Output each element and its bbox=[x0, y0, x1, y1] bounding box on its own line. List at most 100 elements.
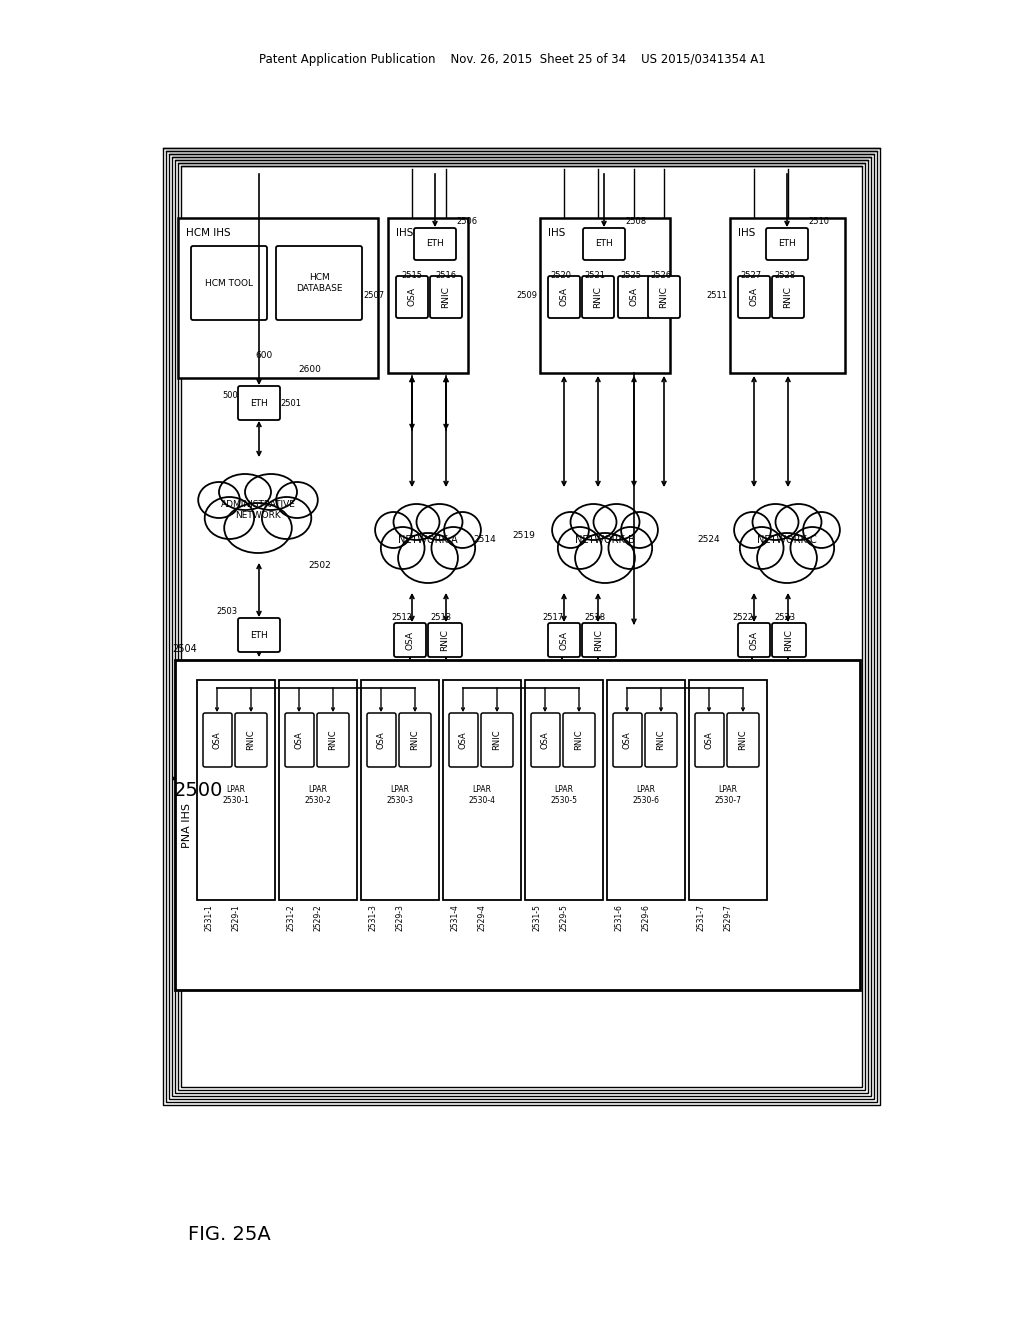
Text: 2511: 2511 bbox=[706, 290, 727, 300]
Text: OSA: OSA bbox=[541, 731, 550, 748]
FancyBboxPatch shape bbox=[738, 276, 770, 318]
Text: 2518: 2518 bbox=[584, 614, 605, 623]
Text: OSA: OSA bbox=[295, 731, 303, 748]
Text: RNIC: RNIC bbox=[784, 630, 794, 651]
Text: 2529-4: 2529-4 bbox=[477, 904, 486, 932]
Text: ETH: ETH bbox=[250, 399, 268, 408]
FancyBboxPatch shape bbox=[772, 623, 806, 657]
FancyBboxPatch shape bbox=[430, 276, 462, 318]
Text: LPAR
2530-7: LPAR 2530-7 bbox=[715, 785, 741, 805]
FancyBboxPatch shape bbox=[548, 623, 580, 657]
Text: 2503: 2503 bbox=[217, 607, 238, 616]
Bar bbox=[607, 680, 685, 900]
Ellipse shape bbox=[757, 533, 817, 583]
FancyBboxPatch shape bbox=[583, 228, 625, 260]
Text: 2531-1: 2531-1 bbox=[205, 904, 213, 932]
Text: LPAR
2530-3: LPAR 2530-3 bbox=[386, 785, 414, 805]
Text: 2531-2: 2531-2 bbox=[287, 904, 296, 932]
FancyBboxPatch shape bbox=[531, 713, 560, 767]
Ellipse shape bbox=[575, 533, 635, 583]
Text: LPAR
2530-6: LPAR 2530-6 bbox=[633, 785, 659, 805]
Text: RNIC: RNIC bbox=[738, 730, 748, 750]
Text: 2525: 2525 bbox=[620, 272, 641, 281]
Text: 2500: 2500 bbox=[174, 780, 223, 800]
Text: 2531-4: 2531-4 bbox=[451, 904, 460, 932]
Text: 2501: 2501 bbox=[280, 399, 301, 408]
Text: RNIC: RNIC bbox=[329, 730, 338, 750]
Text: ETH: ETH bbox=[778, 239, 796, 248]
Ellipse shape bbox=[205, 498, 254, 539]
Ellipse shape bbox=[417, 504, 463, 540]
Text: ETH: ETH bbox=[250, 631, 268, 639]
Ellipse shape bbox=[570, 504, 616, 540]
FancyBboxPatch shape bbox=[481, 713, 513, 767]
Bar bbox=[361, 680, 439, 900]
Bar bbox=[525, 680, 603, 900]
Text: 2502: 2502 bbox=[308, 561, 331, 569]
Text: RNIC: RNIC bbox=[441, 286, 451, 308]
Text: RNIC: RNIC bbox=[493, 730, 502, 750]
Ellipse shape bbox=[245, 474, 297, 510]
Text: RNIC: RNIC bbox=[659, 286, 669, 308]
FancyBboxPatch shape bbox=[234, 713, 267, 767]
Ellipse shape bbox=[622, 512, 657, 548]
Text: RNIC: RNIC bbox=[783, 286, 793, 308]
Ellipse shape bbox=[399, 523, 457, 557]
FancyBboxPatch shape bbox=[548, 276, 580, 318]
Ellipse shape bbox=[753, 504, 799, 540]
Bar bbox=[689, 680, 767, 900]
FancyBboxPatch shape bbox=[563, 713, 595, 767]
Text: ADMINISTRATIVE
NETWORK: ADMINISTRATIVE NETWORK bbox=[220, 500, 296, 520]
FancyBboxPatch shape bbox=[428, 623, 462, 657]
Text: 2529-1: 2529-1 bbox=[231, 904, 241, 932]
Text: 2529-3: 2529-3 bbox=[395, 904, 404, 932]
FancyBboxPatch shape bbox=[766, 228, 808, 260]
Text: NETWORK C: NETWORK C bbox=[757, 535, 817, 545]
Ellipse shape bbox=[558, 527, 601, 569]
Text: NETWORK A: NETWORK A bbox=[398, 535, 458, 545]
Text: LPAR
2530-5: LPAR 2530-5 bbox=[551, 785, 578, 805]
Bar bbox=[388, 218, 468, 374]
Text: 2527: 2527 bbox=[740, 272, 761, 281]
Ellipse shape bbox=[552, 512, 589, 548]
Ellipse shape bbox=[262, 498, 311, 539]
Bar bbox=[175, 160, 868, 1093]
Text: ETH: ETH bbox=[426, 239, 443, 248]
Text: 2521: 2521 bbox=[584, 272, 605, 281]
Ellipse shape bbox=[577, 523, 634, 557]
Text: 2506: 2506 bbox=[456, 218, 477, 227]
Text: 2600: 2600 bbox=[298, 366, 321, 375]
Text: OSA: OSA bbox=[750, 288, 759, 306]
FancyBboxPatch shape bbox=[238, 385, 280, 420]
Text: 2508: 2508 bbox=[625, 218, 646, 227]
Bar bbox=[169, 154, 874, 1100]
FancyBboxPatch shape bbox=[582, 623, 616, 657]
FancyBboxPatch shape bbox=[203, 713, 232, 767]
Text: 2504: 2504 bbox=[172, 644, 197, 653]
Ellipse shape bbox=[398, 533, 458, 583]
Text: OSA: OSA bbox=[630, 288, 639, 306]
Text: 2531-7: 2531-7 bbox=[696, 904, 706, 932]
Text: RNIC: RNIC bbox=[595, 630, 603, 651]
Text: OSA: OSA bbox=[705, 731, 714, 748]
Text: 2531-3: 2531-3 bbox=[369, 904, 378, 932]
Bar bbox=[540, 218, 670, 374]
FancyBboxPatch shape bbox=[394, 623, 426, 657]
Text: OSA: OSA bbox=[408, 288, 417, 306]
FancyBboxPatch shape bbox=[449, 713, 478, 767]
Text: FIG. 25A: FIG. 25A bbox=[188, 1225, 270, 1245]
FancyBboxPatch shape bbox=[582, 276, 614, 318]
Text: 2513: 2513 bbox=[430, 614, 452, 623]
Ellipse shape bbox=[803, 512, 840, 548]
Ellipse shape bbox=[791, 527, 835, 569]
Text: 500: 500 bbox=[222, 392, 238, 400]
Text: OSA: OSA bbox=[406, 631, 415, 649]
Text: 2522: 2522 bbox=[732, 614, 753, 623]
Text: RNIC: RNIC bbox=[411, 730, 420, 750]
Text: IHS: IHS bbox=[396, 228, 414, 238]
Text: RNIC: RNIC bbox=[247, 730, 256, 750]
Text: IHS: IHS bbox=[548, 228, 565, 238]
Text: 2519: 2519 bbox=[512, 531, 535, 540]
Ellipse shape bbox=[199, 482, 240, 517]
FancyBboxPatch shape bbox=[396, 276, 428, 318]
